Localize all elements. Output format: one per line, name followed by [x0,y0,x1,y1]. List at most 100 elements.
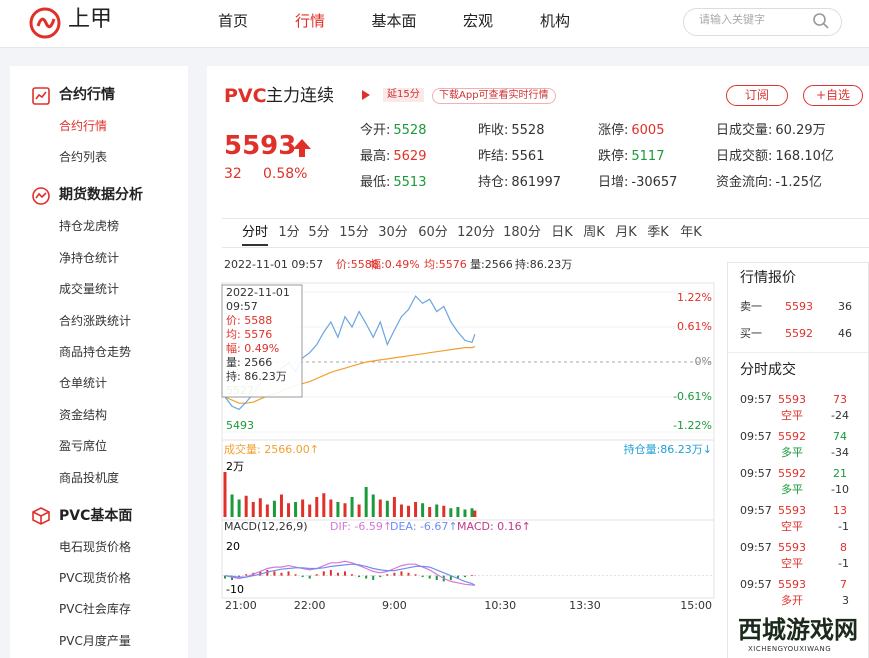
app-note[interactable]: 下载App可查看实时行情 [432,88,556,104]
tab[interactable]: 180分 [503,225,541,240]
volume-bar [301,499,305,517]
tab[interactable]: 分时 [241,225,269,246]
sidebar-item[interactable]: 合约行情 [59,119,108,133]
sidebar-item[interactable]: 成交量统计 [59,282,120,297]
nav-item[interactable]: 行情 [294,12,326,30]
tab[interactable]: 月K [615,225,637,240]
sidebar-item[interactable]: 合约列表 [59,150,108,165]
search-handle [822,22,829,29]
y-tick-label: 0% [695,355,712,368]
trade-price: 5592 [778,467,806,480]
stat: 跌停: 5117 [598,149,664,165]
macd-label: MACD: 0.16↑ [457,520,531,533]
trade-time: 09:57 [740,430,772,443]
nav-item[interactable]: 宏观 [462,12,494,30]
sidebar-item[interactable]: PVC现货价格 [59,571,131,585]
macd-bar [259,571,262,576]
sidebar-item[interactable]: 盈亏席位 [59,439,108,454]
volume-bar [378,499,382,517]
trade-change: -1 [838,520,849,533]
volume-bar [399,504,403,517]
trade-time: 09:57 [740,541,772,554]
x-tick-label: 9:00 [382,599,407,612]
trade-time: 09:57 [740,467,772,480]
sidebar-item[interactable]: 商品持仓走势 [59,345,132,359]
macd-bar [407,572,410,576]
subscribe-button[interactable]: 订阅 [726,85,788,106]
nav-item[interactable]: 首页 [217,12,249,30]
logo-ring [29,7,61,39]
nav-item[interactable]: 基本面 [371,12,417,30]
info-text: 量:2566 [470,258,513,271]
volume-bar [258,498,262,517]
x-tick-label: 21:00 [225,599,257,612]
volume-bar [392,497,396,517]
trade-price: 5593 [778,541,806,554]
tab[interactable]: 日K [551,225,573,240]
up-arrow [293,139,311,157]
macd-bar [393,572,396,576]
sidebar-item[interactable]: 商品投机度 [59,470,120,485]
trade-price: 5593 [778,393,806,406]
tab[interactable]: 30分 [378,225,408,240]
stat-value: 5117 [631,149,665,164]
trade-time: 09:57 [740,393,772,406]
volume-bar [223,472,227,517]
book-label: 买一 [740,327,762,340]
trade-volume: 74 [833,430,847,443]
sidebar-item[interactable]: PVC社会库存 [59,602,131,617]
stat-value: 5629 [393,149,427,164]
macd-title: MACD(12,26,9) [224,520,308,533]
sidebar-item[interactable]: 仓单统计 [59,376,108,391]
tab[interactable]: 周K [583,225,605,240]
macd-bar [379,575,382,578]
sidebar-item[interactable]: PVC月度产量 [59,633,131,648]
sidebar-item[interactable]: 持仓龙虎榜 [59,219,120,234]
trade-type: 空平 [781,557,803,570]
tabs-border [222,247,869,248]
tooltip-text: 量: 2566 [226,356,272,369]
volume-bar [343,503,347,517]
tooltip-text: 价: 5588 [226,314,272,327]
y-tick-label: -1.22% [673,419,712,432]
info-text: 均:5576 [424,258,467,271]
macd-bar [273,571,276,576]
sidebar-item[interactable]: 资金结构 [59,407,108,422]
tab[interactable]: 60分 [418,225,448,240]
logo-icon[interactable] [28,6,62,40]
icon-line [35,192,47,199]
nav-item[interactable]: 机构 [539,12,571,30]
stat: 最高: 5629 [360,149,426,165]
stat: 今开: 5528 [360,123,426,139]
tooltip-box [221,284,303,398]
tab[interactable]: 15分 [339,225,369,240]
trade-type: 多平 [781,446,803,459]
search-icon[interactable] [812,12,830,30]
stat-label: 日增: [598,175,629,190]
tab[interactable]: 年K [680,225,702,240]
volume-bar [442,505,446,517]
volume-bar [435,504,439,517]
trade-type: 空平 [781,409,803,422]
info-text: 2022-11-01 09:57 [224,258,323,271]
tab[interactable]: 1分 [278,225,300,240]
macd-bar [224,575,226,579]
watchlist-button[interactable]: +自选 [803,85,863,106]
sidebar-item[interactable]: 净持仓统计 [59,250,120,265]
tab[interactable]: 季K [647,225,669,240]
macd-bar [351,574,354,576]
stat-value: 5528 [393,123,427,138]
sidebar-item[interactable]: 合约涨跌统计 [59,313,132,328]
macd-bar [471,574,474,576]
macd-bar [308,575,311,579]
tab[interactable]: 5分 [308,225,330,240]
macd-bar [238,575,241,578]
trade-volume: 7 [840,578,847,591]
logo-text[interactable]: 上甲 [68,7,113,32]
tooltip-text: 均: 5576 [226,328,272,341]
sidebar-item[interactable]: 电石现货价格 [59,539,132,554]
icon-cube [32,507,50,525]
tab[interactable]: 120分 [457,225,495,240]
